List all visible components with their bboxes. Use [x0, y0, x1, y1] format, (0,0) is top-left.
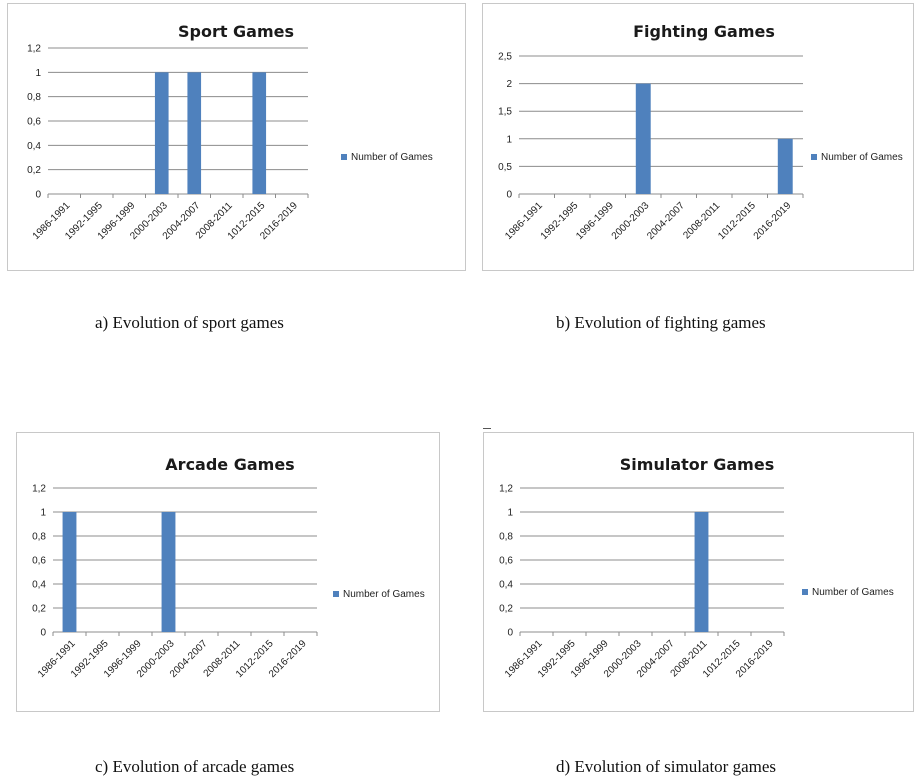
y-tick-label: 0	[506, 190, 512, 201]
legend-label: Number of Games	[821, 152, 903, 163]
y-tick-label: 0,2	[27, 165, 41, 176]
y-tick-label: 1	[40, 508, 46, 519]
caption-sport-games: a) Evolution of sport games	[95, 313, 284, 332]
y-tick-label: 2,5	[498, 52, 512, 63]
stray-dash-mark	[483, 428, 491, 429]
legend-label: Number of Games	[812, 587, 894, 598]
y-tick-label: 0,2	[32, 604, 46, 615]
legend-swatch	[341, 154, 347, 160]
legend-swatch	[333, 591, 339, 597]
arcade-chart-svg: Arcade Games00,20,40,60,811,21986-199119…	[32, 455, 425, 680]
y-tick-label: 0,8	[32, 532, 46, 543]
arcade-games-chart: Arcade Games 0 0,2 0,4 0,6 0,8 1 1,2 1986-1991 19…	[16, 432, 440, 712]
bar-2000-2003	[161, 512, 176, 632]
fighting-chart-svg: Fighting Games00,511,522,51986-19911992-…	[498, 22, 903, 242]
legend-label: Number of Games	[351, 152, 433, 163]
caption-fighting-games: b) Evolution of fighting games	[556, 313, 766, 332]
chart-title: Fighting Games	[633, 22, 775, 41]
bar-2000-2003	[154, 72, 169, 194]
y-tick-label: 2	[506, 79, 512, 90]
y-tick-label: 0,8	[27, 92, 41, 103]
chart-title: Arcade Games	[165, 455, 294, 474]
chart-title: Simulator Games	[620, 455, 774, 474]
y-tick-label: 0	[40, 628, 46, 639]
simulator-games-chart: Simulator Games 0 0,2 0,4 0,6 0,8 1 1,2 1986-199…	[483, 432, 914, 712]
y-tick-label: 1	[506, 134, 512, 145]
y-tick-label: 0,5	[498, 162, 512, 173]
y-tick-label: 1,2	[32, 484, 46, 495]
y-tick-label: 0,2	[499, 604, 513, 615]
y-tick-label: 0,6	[27, 117, 41, 128]
caption-arcade-games: c) Evolution of arcade games	[95, 757, 295, 776]
bar-1012-2015	[252, 72, 267, 194]
legend-swatch	[811, 154, 817, 160]
bar-2004-2007	[187, 72, 202, 194]
fighting-games-chart: Fighting Games 0 0,5 1 1,5 2 2,5 1986-1991 1992-…	[482, 3, 914, 271]
sport-games-chart: Sport Games 0 0,2 0,4 0,6 0,8 1 1,2 1986-1991 199…	[7, 3, 466, 271]
y-tick-label: 1,2	[27, 44, 41, 55]
bar-2000-2003	[635, 83, 651, 194]
bar-1986-1991	[62, 512, 77, 632]
y-tick-label: 0,6	[32, 556, 46, 567]
y-tick-label: 0	[507, 628, 513, 639]
sport-chart-svg: Sport Games00,20,40,60,811,21986-1991199…	[27, 22, 433, 242]
bar-2016-2019	[777, 138, 793, 194]
simulator-chart-svg: Simulator Games00,20,40,60,811,21986-199…	[499, 455, 894, 680]
y-tick-label: 1,5	[498, 107, 512, 118]
x-tick-label: 2016-2019	[752, 200, 794, 242]
y-tick-label: 0,4	[32, 580, 46, 591]
y-tick-label: 0,4	[27, 141, 41, 152]
y-tick-label: 0,8	[499, 532, 513, 543]
legend-swatch	[802, 589, 808, 595]
y-tick-label: 1	[35, 68, 41, 79]
y-tick-label: 0,4	[499, 580, 513, 591]
bar-2008-2011	[694, 512, 709, 632]
y-tick-label: 0	[35, 190, 41, 201]
y-tick-label: 1,2	[499, 484, 513, 495]
legend-label: Number of Games	[343, 589, 425, 600]
chart-title: Sport Games	[178, 22, 294, 41]
caption-simulator-games: d) Evolution of simulator games	[556, 757, 777, 776]
x-tick-label: 2004-2007	[645, 200, 687, 242]
y-tick-label: 0,6	[499, 556, 513, 567]
y-tick-label: 1	[507, 508, 513, 519]
